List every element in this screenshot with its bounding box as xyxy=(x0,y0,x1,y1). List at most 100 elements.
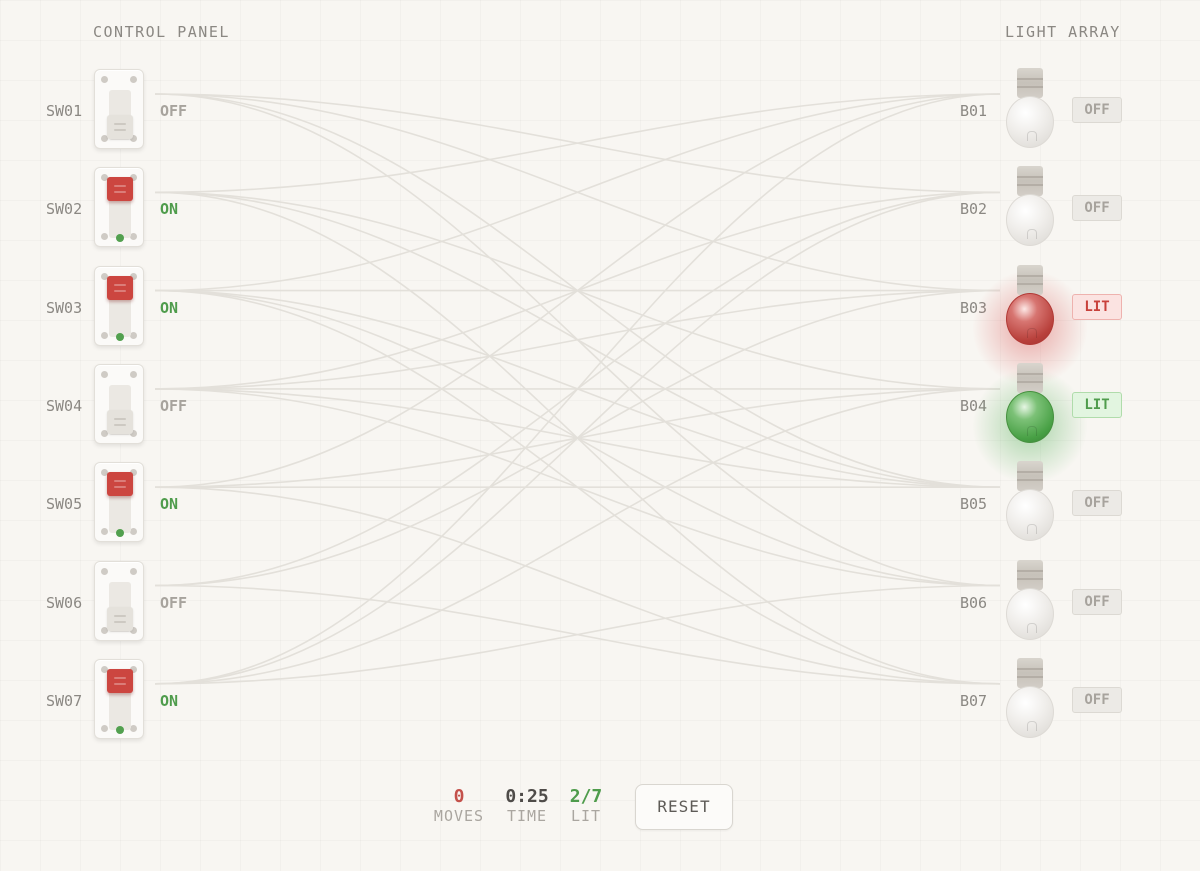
control-panel-title: CONTROL PANEL xyxy=(93,23,230,41)
reset-button[interactable]: RESET xyxy=(635,784,733,830)
lit-label: LIT xyxy=(570,807,602,825)
light-array-title: LIGHT ARRAY xyxy=(1005,23,1121,41)
indicator-led-icon xyxy=(116,529,124,537)
screw-icon xyxy=(130,528,137,535)
socket-icon xyxy=(1017,560,1043,590)
toggle-switch-sw06[interactable] xyxy=(94,561,144,641)
switch-label: SW03 xyxy=(46,299,83,317)
switch-state-label: OFF xyxy=(160,397,188,415)
lit-stat: 2/7 LIT xyxy=(562,786,610,825)
toggle-switch-sw04[interactable] xyxy=(94,364,144,444)
screw-icon xyxy=(130,332,137,339)
switch-state-label: ON xyxy=(160,495,179,513)
screw-icon xyxy=(130,135,137,142)
screw-icon xyxy=(101,568,108,575)
switch-state-label: ON xyxy=(160,692,179,710)
bulb-icon xyxy=(1006,194,1054,246)
screw-icon xyxy=(130,233,137,240)
lit-value: 2/7 xyxy=(569,786,603,807)
wire-connection xyxy=(154,584,1001,685)
screw-icon xyxy=(130,568,137,575)
screw-icon xyxy=(130,469,137,476)
bulb-status-badge: OFF xyxy=(1072,97,1122,123)
light-bulb-b05 xyxy=(1003,461,1057,549)
wire-connection xyxy=(154,93,1001,685)
screw-icon xyxy=(101,528,108,535)
bulb-status-badge: OFF xyxy=(1072,589,1122,615)
indicator-led-icon xyxy=(116,333,124,341)
toggle-switch-sw07[interactable] xyxy=(94,659,144,739)
moves-stat: 0 MOVES xyxy=(430,786,488,825)
bulb-icon xyxy=(1006,96,1054,148)
bulb-icon xyxy=(1006,489,1054,541)
wire-connection xyxy=(154,191,1001,685)
time-label: TIME xyxy=(506,807,548,825)
light-bulb-b01 xyxy=(1003,68,1057,156)
toggle-switch-sw02[interactable] xyxy=(94,167,144,247)
switch-label: SW04 xyxy=(46,397,83,415)
bulb-label: B03 xyxy=(960,299,987,317)
bulb-status-badge: LIT xyxy=(1072,392,1122,418)
moves-value: 0 xyxy=(453,786,465,807)
switch-state-label: ON xyxy=(160,299,179,317)
screw-icon xyxy=(101,627,108,634)
toggle-switch-sw01[interactable] xyxy=(94,69,144,149)
switch-label: SW05 xyxy=(46,495,83,513)
wire-connection xyxy=(154,289,1001,390)
switch-lever[interactable] xyxy=(107,669,133,693)
switch-state-label: OFF xyxy=(160,594,188,612)
switch-state-label: ON xyxy=(160,200,179,218)
light-bulb-b02 xyxy=(1003,166,1057,254)
bulb-icon xyxy=(1006,686,1054,738)
wire-connection xyxy=(154,93,1001,292)
screw-icon xyxy=(101,725,108,732)
wire-connection xyxy=(154,93,1001,488)
screw-icon xyxy=(130,430,137,437)
screw-icon xyxy=(130,627,137,634)
switch-label: SW06 xyxy=(46,594,83,612)
switch-label: SW01 xyxy=(46,102,83,120)
toggle-switch-sw05[interactable] xyxy=(94,462,144,542)
screw-icon xyxy=(101,135,108,142)
screw-icon xyxy=(130,725,137,732)
screw-icon xyxy=(101,233,108,240)
switch-lever[interactable] xyxy=(107,410,133,434)
switch-lever[interactable] xyxy=(107,115,133,139)
toggle-switch-sw03[interactable] xyxy=(94,266,144,346)
time-value: 0:25 xyxy=(505,786,549,807)
switch-lever[interactable] xyxy=(107,177,133,201)
bulb-status-badge: OFF xyxy=(1072,687,1122,713)
bulb-icon xyxy=(1006,293,1054,345)
screw-icon xyxy=(130,371,137,378)
switch-state-label: OFF xyxy=(160,102,188,120)
indicator-led-icon xyxy=(116,726,124,734)
switch-lever[interactable] xyxy=(107,276,133,300)
light-bulb-b06 xyxy=(1003,560,1057,648)
bulb-status-badge: LIT xyxy=(1072,294,1122,320)
time-stat: 0:25 TIME xyxy=(496,786,558,825)
switch-label: SW02 xyxy=(46,200,83,218)
wire-connection xyxy=(154,93,1001,194)
socket-icon xyxy=(1017,68,1043,98)
bulb-label: B07 xyxy=(960,692,988,710)
light-bulb-b04 xyxy=(970,363,1090,486)
socket-icon xyxy=(1017,363,1043,393)
socket-icon xyxy=(1017,166,1043,196)
bulb-status-badge: OFF xyxy=(1072,490,1122,516)
bulb-label: B02 xyxy=(960,200,988,218)
switch-lever[interactable] xyxy=(107,607,133,631)
bulb-label: B05 xyxy=(960,495,988,513)
indicator-led-icon xyxy=(116,234,124,242)
screw-icon xyxy=(101,371,108,378)
bulb-icon xyxy=(1006,588,1054,640)
screw-icon xyxy=(130,76,137,83)
switch-lever[interactable] xyxy=(107,472,133,496)
bulb-icon xyxy=(1006,391,1054,443)
wire-connection xyxy=(154,388,1001,685)
bulb-label: B06 xyxy=(960,594,988,612)
moves-label: MOVES xyxy=(433,807,485,825)
screw-icon xyxy=(101,332,108,339)
light-bulb-b07 xyxy=(1003,658,1057,746)
screw-icon xyxy=(101,666,108,673)
